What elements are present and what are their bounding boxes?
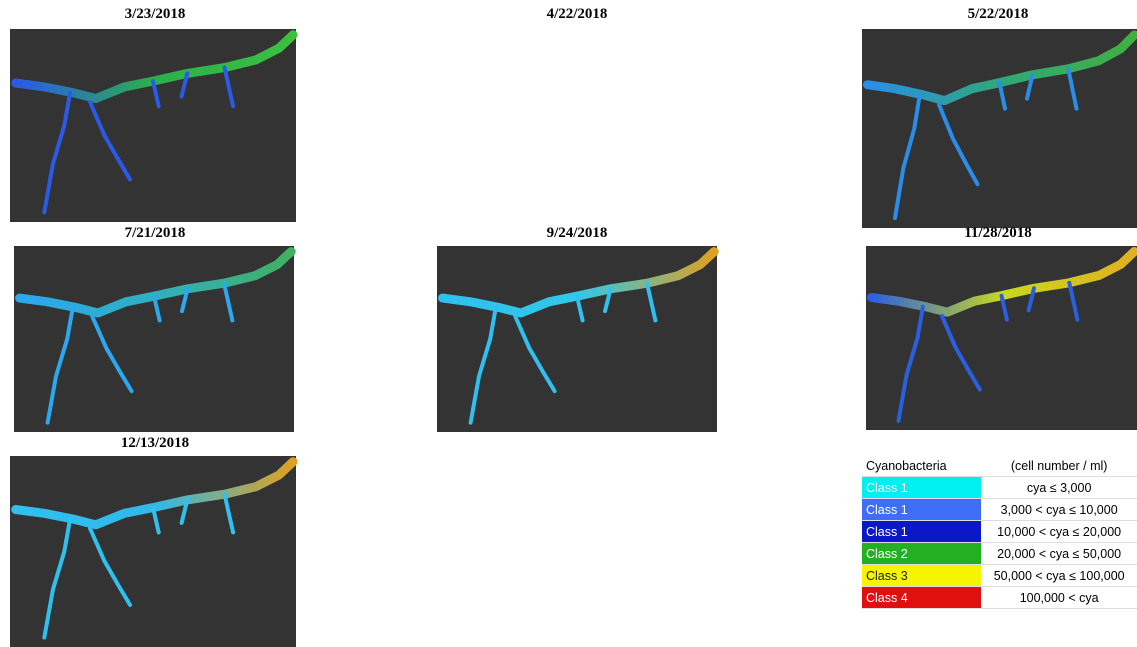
legend-class: Class 1 xyxy=(862,477,981,499)
panel-title: 5/22/2018 xyxy=(968,6,1029,22)
legend-range: 100,000 < cya xyxy=(981,587,1137,609)
legend-table: Cyanobacteria (cell number / ml) Class 1… xyxy=(862,455,1137,609)
legend-range: cya ≤ 3,000 xyxy=(981,477,1137,499)
legend-header: Cyanobacteria (cell number / ml) xyxy=(862,455,1137,477)
panel-title: 12/13/2018 xyxy=(121,435,189,451)
page: 3/23/2018 4/22/2018 5/22/2018 7/21/2018 9/24… xyxy=(0,0,1137,647)
legend-range: 10,000 < cya ≤ 20,000 xyxy=(981,521,1137,543)
legend-class: Class 1 xyxy=(862,521,981,543)
legend-range: 50,000 < cya ≤ 100,000 xyxy=(981,565,1137,587)
legend-header-cell: (cell number / ml) xyxy=(981,455,1137,477)
panel-title: 7/21/2018 xyxy=(125,225,186,241)
legend-class: Class 1 xyxy=(862,499,981,521)
legend-range: 3,000 < cya ≤ 10,000 xyxy=(981,499,1137,521)
panel-title: 11/28/2018 xyxy=(964,225,1032,241)
legend-class: Class 3 xyxy=(862,565,981,587)
legend-header-cell: Cyanobacteria xyxy=(862,455,981,477)
legend-class: Class 4 xyxy=(862,587,981,609)
legend-class: Class 2 xyxy=(862,543,981,565)
legend-range: 20,000 < cya ≤ 50,000 xyxy=(981,543,1137,565)
panel-title: 3/23/2018 xyxy=(125,6,186,22)
panel-title: 4/22/2018 xyxy=(547,6,608,22)
panel-title: 9/24/2018 xyxy=(547,225,608,241)
